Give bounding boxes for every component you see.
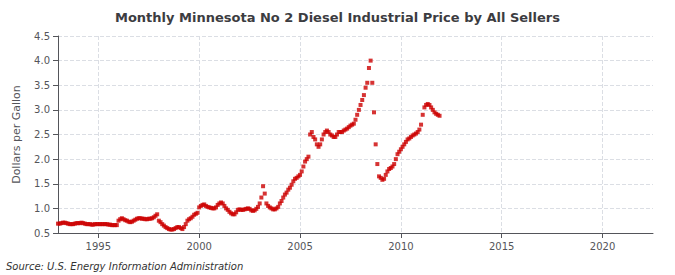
- svg-text:3.0: 3.0: [34, 104, 50, 115]
- svg-text:2010: 2010: [388, 241, 413, 252]
- svg-text:4.5: 4.5: [34, 31, 50, 42]
- svg-text:3.5: 3.5: [34, 80, 50, 91]
- svg-text:Monthly Minnesota No 2 Diesel: Monthly Minnesota No 2 Diesel Industrial…: [115, 10, 560, 25]
- svg-text:1.5: 1.5: [34, 178, 50, 189]
- svg-text:Source: U.S. Energy Informatio: Source: U.S. Energy Information Administ…: [6, 261, 243, 272]
- svg-text:1995: 1995: [86, 241, 111, 252]
- svg-text:2020: 2020: [590, 241, 615, 252]
- svg-text:1.0: 1.0: [34, 203, 50, 214]
- svg-text:4.0: 4.0: [34, 55, 50, 66]
- svg-text:Dollars per Gallon: Dollars per Gallon: [10, 85, 23, 184]
- svg-text:2.5: 2.5: [34, 129, 50, 140]
- svg-text:0.5: 0.5: [34, 228, 50, 239]
- svg-text:2000: 2000: [186, 241, 211, 252]
- svg-text:2.0: 2.0: [34, 154, 50, 165]
- svg-text:2015: 2015: [489, 241, 514, 252]
- svg-text:2005: 2005: [287, 241, 312, 252]
